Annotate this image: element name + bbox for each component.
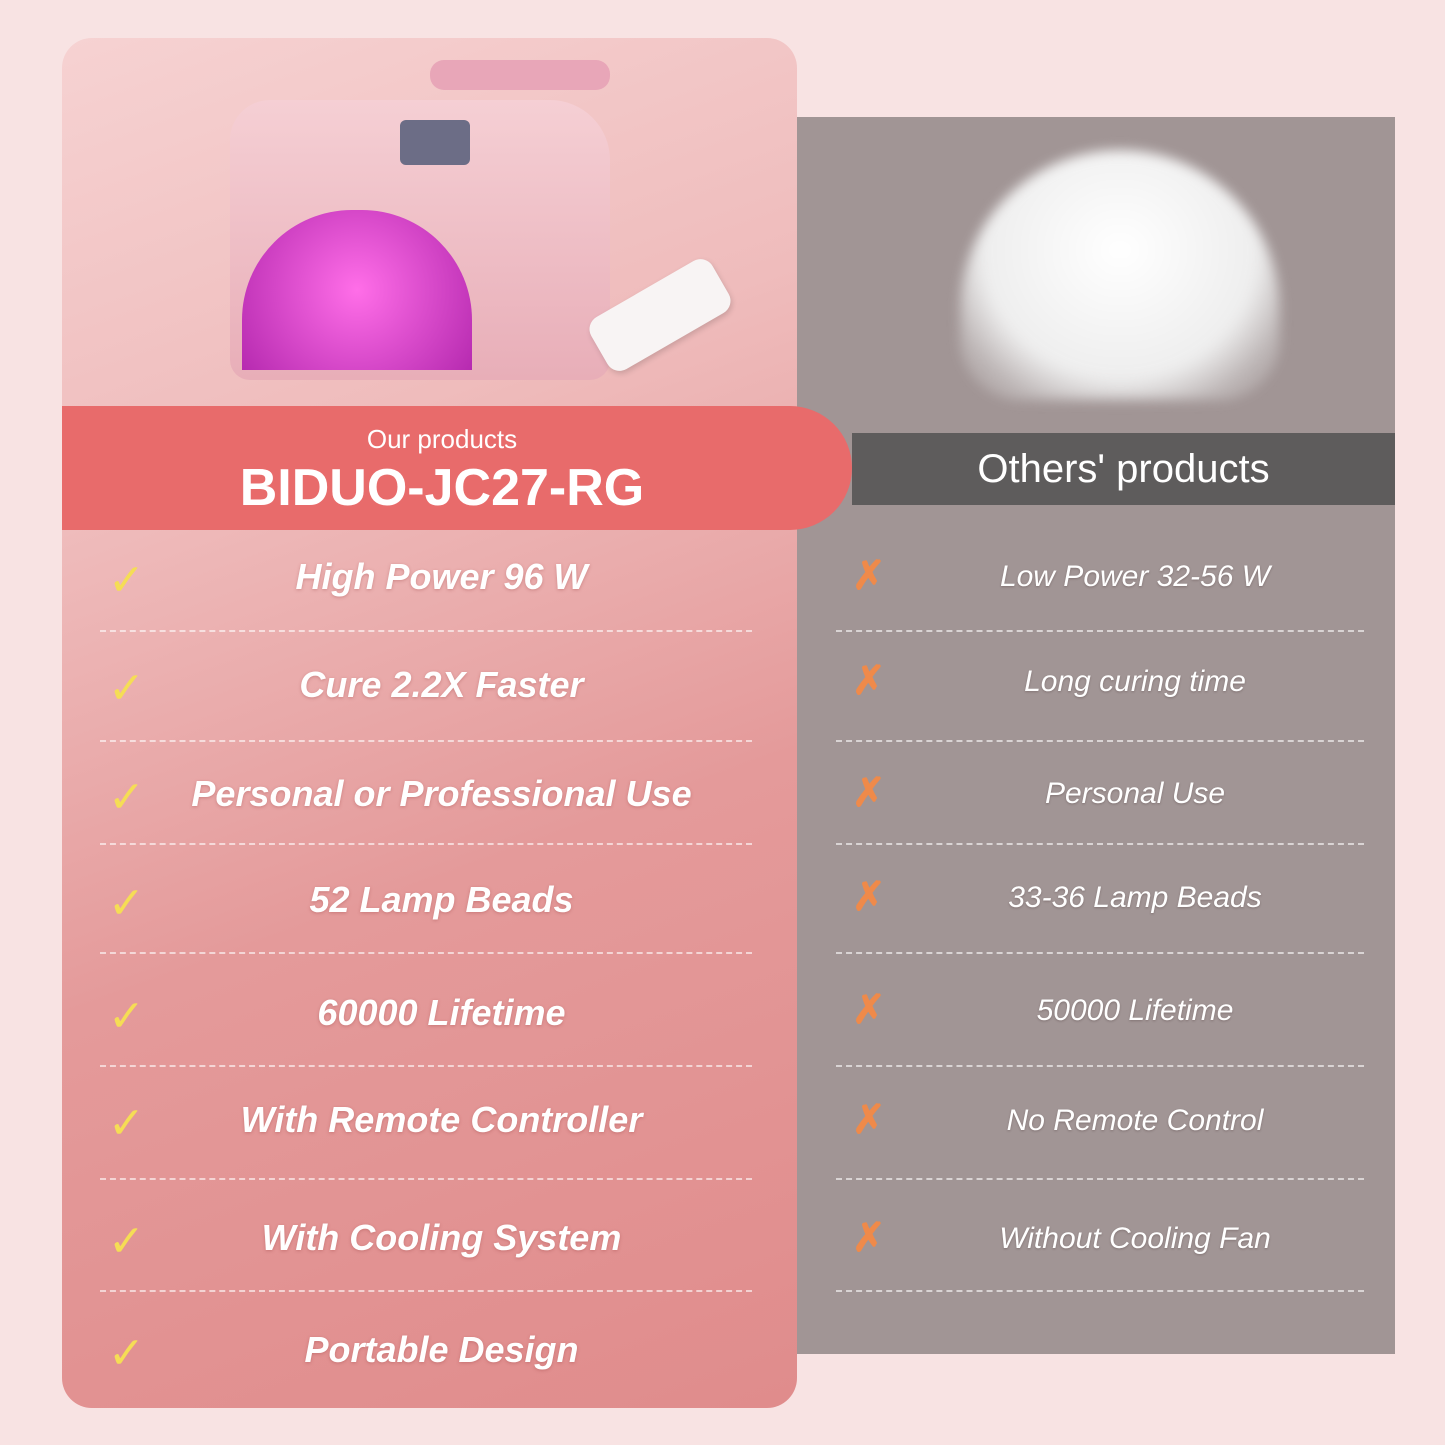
our-feature-text: With Cooling System xyxy=(261,1217,622,1258)
others-feature-text: Low Power 32-56 W xyxy=(999,560,1271,593)
others-feature-row: ✗ Personal Use xyxy=(797,764,1395,824)
our-feature-row: ✓ With Remote Controller xyxy=(62,1090,797,1150)
our-feature-text: With Remote Controller xyxy=(240,1099,643,1140)
others-product-header: Others' products xyxy=(852,433,1395,505)
our-feature-row: ✓ High Power 96 W xyxy=(62,547,797,607)
divider xyxy=(100,1178,752,1180)
others-feature-row: ✗ Without Cooling Fan xyxy=(797,1209,1395,1269)
check-icon: ✓ xyxy=(108,879,145,928)
cross-icon: ✗ xyxy=(852,554,886,598)
check-icon: ✓ xyxy=(108,1217,145,1266)
divider xyxy=(100,843,752,845)
divider xyxy=(836,1290,1364,1292)
our-feature-row: ✓ Portable Design xyxy=(62,1320,797,1380)
check-icon: ✓ xyxy=(108,1099,145,1148)
our-feature-text: 60000 Lifetime xyxy=(317,992,566,1033)
others-feature-text: Personal Use xyxy=(1044,777,1226,810)
others-feature-row: ✗ 33-36 Lamp Beads xyxy=(797,868,1395,928)
our-product-model: BIDUO-JC27-RG xyxy=(239,459,645,517)
our-nail-lamp-image xyxy=(230,60,610,390)
our-product-label: Our products xyxy=(366,424,518,454)
divider xyxy=(836,952,1364,954)
check-icon: ✓ xyxy=(108,773,145,822)
divider xyxy=(100,952,752,954)
others-feature-row: ✗ Long curing time xyxy=(797,652,1395,712)
others-feature-text: 50000 Lifetime xyxy=(1036,994,1234,1027)
divider xyxy=(836,740,1364,742)
our-product-header: Our products BIDUO-JC27-RG xyxy=(62,406,852,530)
divider xyxy=(100,630,752,632)
our-feature-row: ✓ Personal or Professional Use xyxy=(62,764,797,824)
divider xyxy=(100,740,752,742)
others-feature-text: Long curing time xyxy=(1024,665,1246,698)
cross-icon: ✗ xyxy=(852,1216,886,1260)
others-feature-text: 33-36 Lamp Beads xyxy=(1008,881,1262,914)
others-feature-row: ✗ No Remote Control xyxy=(797,1091,1395,1151)
divider xyxy=(836,1178,1364,1180)
our-feature-text: High Power 96 W xyxy=(295,556,588,597)
our-feature-text: 52 Lamp Beads xyxy=(309,879,574,920)
our-feature-text: Personal or Professional Use xyxy=(191,773,692,814)
cross-icon: ✗ xyxy=(852,771,886,815)
check-icon: ✓ xyxy=(108,992,145,1041)
divider xyxy=(100,1065,752,1067)
divider xyxy=(836,843,1364,845)
our-feature-row: ✓ Cure 2.2X Faster xyxy=(62,655,797,715)
cross-icon: ✗ xyxy=(852,875,886,919)
check-icon: ✓ xyxy=(108,1329,145,1378)
other-nail-lamp-image xyxy=(960,150,1280,400)
others-feature-text: Without Cooling Fan xyxy=(999,1222,1271,1255)
divider xyxy=(100,1290,752,1292)
our-feature-row: ✓ With Cooling System xyxy=(62,1208,797,1268)
our-feature-row: ✓ 52 Lamp Beads xyxy=(62,870,797,930)
divider xyxy=(836,1065,1364,1067)
others-feature-text: No Remote Control xyxy=(1006,1104,1264,1137)
cross-icon: ✗ xyxy=(852,1098,886,1142)
divider xyxy=(836,630,1364,632)
cross-icon: ✗ xyxy=(852,988,886,1032)
our-feature-row: ✓ 60000 Lifetime xyxy=(62,983,797,1043)
others-feature-row: ✗ Low Power 32-56 W xyxy=(797,547,1395,607)
cross-icon: ✗ xyxy=(852,659,886,703)
our-feature-text: Portable Design xyxy=(304,1329,579,1370)
others-feature-row: ✗ 50000 Lifetime xyxy=(797,981,1395,1041)
check-icon: ✓ xyxy=(108,556,145,605)
others-product-label: Others' products xyxy=(977,447,1270,491)
our-feature-text: Cure 2.2X Faster xyxy=(299,664,584,705)
check-icon: ✓ xyxy=(108,664,145,713)
